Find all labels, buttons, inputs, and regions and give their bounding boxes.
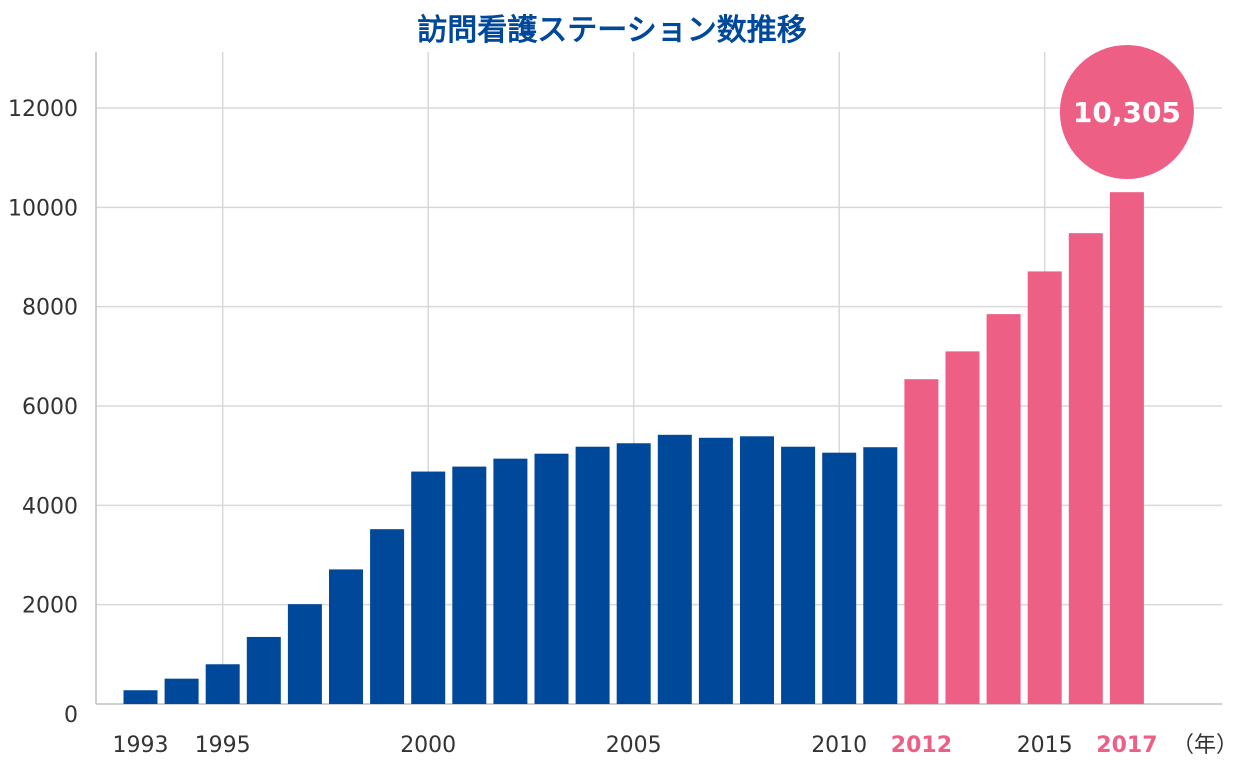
bar — [616, 443, 651, 704]
annotation-badge: 10,305 — [1059, 45, 1194, 179]
bar — [452, 466, 487, 704]
bar — [781, 446, 816, 704]
bar — [1027, 271, 1062, 704]
y-tick-label: 12000 — [8, 97, 78, 122]
chart-title: 訪問看護ステーション数推移 — [417, 13, 806, 48]
y-tick-label: 0 — [64, 703, 78, 728]
x-tick-label: 2012 — [891, 733, 952, 758]
bar — [370, 529, 405, 704]
annotation-circle — [1059, 45, 1194, 179]
x-tick-label: 2015 — [1017, 733, 1073, 758]
y-tick-label: 2000 — [22, 594, 78, 619]
x-axis-unit-label: （年） — [1172, 733, 1238, 758]
x-axis-ticks: 1993 1995 2000 2005 2010 2012 2015 2017 — [113, 733, 1158, 758]
bar — [986, 314, 1021, 704]
bar — [287, 604, 322, 704]
bar — [945, 351, 980, 704]
bars — [123, 192, 1144, 704]
x-tick-label: 2005 — [606, 733, 662, 758]
bar — [575, 446, 610, 704]
bar — [863, 447, 898, 704]
bar — [1109, 192, 1144, 704]
bar — [904, 379, 939, 704]
annotation-label: 10,305 — [1073, 96, 1181, 129]
bar — [164, 678, 199, 704]
bar — [246, 636, 281, 704]
y-axis-ticks: 0 2000 4000 6000 8000 10000 12000 — [8, 97, 78, 728]
bar — [123, 690, 158, 704]
bar — [740, 436, 774, 704]
x-tick-label: 2017 — [1096, 733, 1157, 758]
bar — [822, 452, 857, 704]
bar — [698, 437, 733, 704]
y-tick-label: 8000 — [22, 296, 78, 321]
bar — [534, 453, 569, 704]
y-tick-label: 4000 — [22, 494, 78, 519]
bar — [657, 434, 692, 704]
bar — [411, 471, 446, 704]
bar — [329, 569, 363, 704]
y-tick-label: 10000 — [8, 196, 78, 221]
x-tick-label: 1995 — [195, 733, 251, 758]
x-tick-label: 2000 — [400, 733, 456, 758]
x-tick-label: 1993 — [113, 733, 169, 758]
y-tick-label: 6000 — [22, 395, 78, 420]
x-tick-label: 2010 — [811, 733, 867, 758]
bar — [1068, 233, 1103, 704]
bar — [205, 664, 240, 704]
bar — [493, 458, 528, 704]
